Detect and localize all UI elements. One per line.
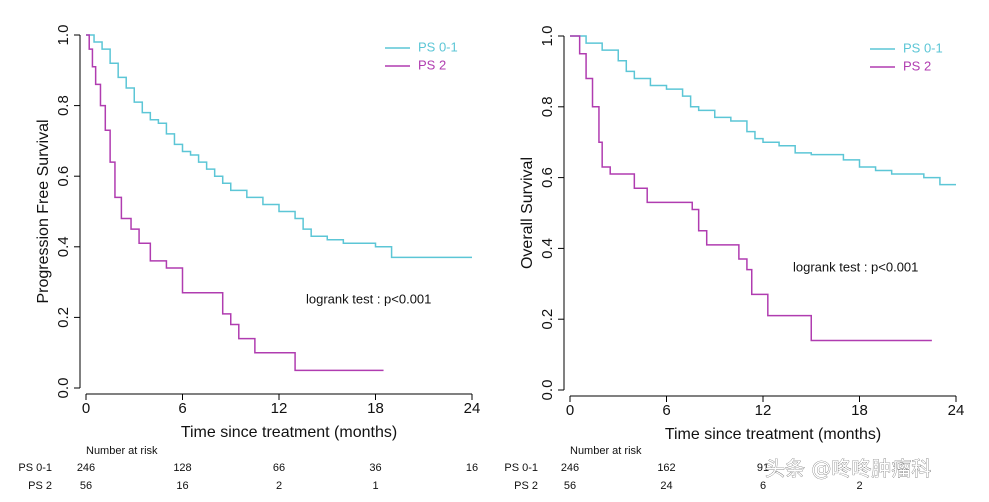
watermark: 头条 @咚咚肿瘤科 — [765, 457, 931, 481]
risk-count: 6 — [760, 480, 766, 492]
x-axis-title: Time since treatment (months) — [665, 426, 881, 443]
risk-count: 2 — [856, 480, 862, 492]
y-tick-label: 0.8 — [55, 95, 72, 116]
x-tick-label: 18 — [851, 402, 868, 419]
survival-curve — [86, 34, 384, 372]
legend-label: PS 2 — [418, 57, 446, 72]
risk-count: 246 — [561, 462, 579, 474]
risk-row-label: PS 0-1 — [18, 462, 52, 474]
risk-count: 128 — [173, 462, 191, 474]
x-tick-label: 12 — [755, 402, 772, 419]
annotation: logrank test : p<0.001 — [793, 259, 918, 274]
risk-count: 2 — [276, 480, 282, 492]
risk-table-title: Number at risk — [570, 445, 642, 457]
y-axis-title: Progression Free Survival — [35, 119, 52, 303]
survival-curve — [570, 35, 956, 186]
risk-row-label: PS 2 — [514, 480, 538, 492]
y-tick-label: 0.2 — [55, 307, 72, 328]
survival-curve — [570, 35, 932, 342]
risk-count: 36 — [369, 462, 381, 474]
y-tick-label: 1.0 — [539, 26, 556, 47]
risk-count: 24 — [660, 480, 672, 492]
x-tick-label: 12 — [271, 400, 288, 417]
x-tick-label: 24 — [948, 402, 965, 419]
x-tick-label: 18 — [367, 400, 384, 417]
y-tick-label: 0.8 — [539, 96, 556, 117]
y-tick-label: 0.6 — [55, 166, 72, 187]
y-tick-label: 0.4 — [55, 236, 72, 257]
y-tick-label: 0.2 — [539, 309, 556, 330]
risk-count: 91 — [757, 462, 769, 474]
legend-label: PS 0-1 — [903, 40, 943, 55]
y-axis-title: Overall Survival — [519, 157, 536, 269]
legend-label: PS 0-1 — [418, 39, 458, 54]
risk-table-title: Number at risk — [86, 445, 158, 457]
risk-count: 56 — [564, 480, 576, 492]
x-axis-title: Time since treatment (months) — [181, 424, 397, 441]
y-tick-label: 0.0 — [539, 380, 556, 401]
x-tick-label: 6 — [662, 402, 670, 419]
x-tick-label: 0 — [82, 400, 90, 417]
risk-count: 16 — [176, 480, 188, 492]
risk-row-label: PS 0-1 — [504, 462, 538, 474]
x-tick-label: 0 — [566, 402, 574, 419]
survival-curve — [86, 34, 472, 259]
risk-count: 56 — [80, 480, 92, 492]
risk-row-label: PS 2 — [28, 480, 52, 492]
risk-count: 1 — [372, 480, 378, 492]
y-tick-label: 0.0 — [55, 378, 72, 399]
risk-count: 246 — [77, 462, 95, 474]
risk-count: 16 — [466, 462, 478, 474]
risk-count: 66 — [273, 462, 285, 474]
annotation: logrank test : p<0.001 — [306, 291, 431, 306]
x-tick-label: 6 — [178, 400, 186, 417]
y-tick-label: 1.0 — [55, 25, 72, 46]
y-tick-label: 0.6 — [539, 167, 556, 188]
legend-label: PS 2 — [903, 58, 931, 73]
x-tick-label: 24 — [464, 400, 481, 417]
risk-count: 162 — [657, 462, 675, 474]
y-tick-label: 0.4 — [539, 238, 556, 259]
